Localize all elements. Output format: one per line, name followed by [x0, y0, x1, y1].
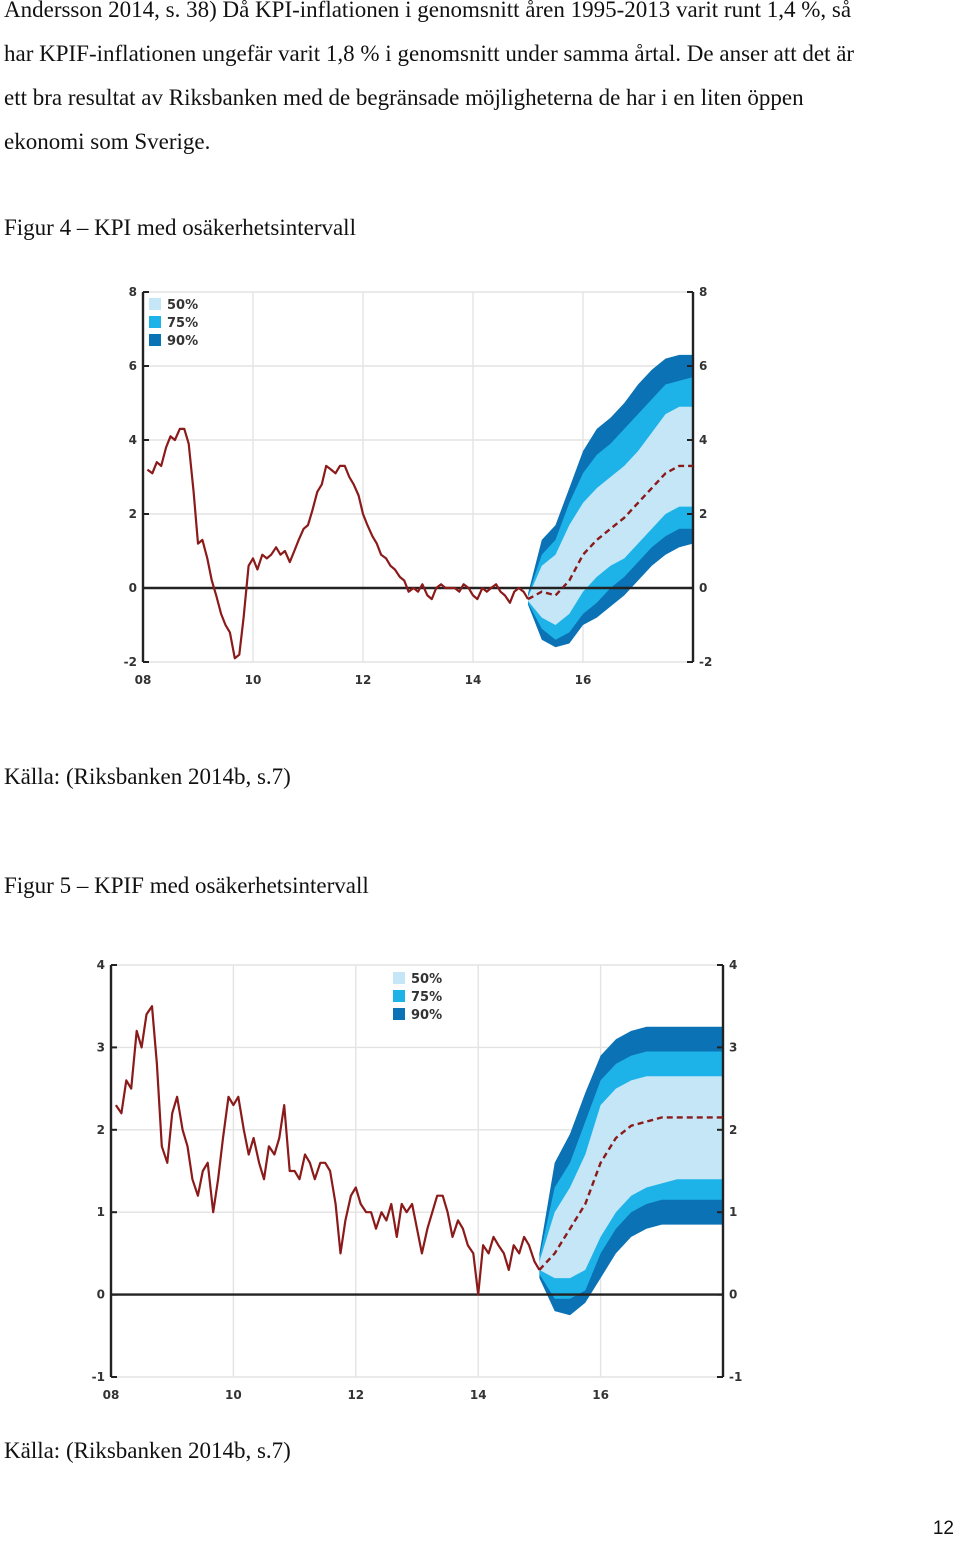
paragraph-line: ett bra resultat av Riksbanken med de be…: [4, 85, 804, 110]
y-tick-label-right: 2: [699, 507, 707, 521]
y-tick-label-left: -1: [92, 1370, 105, 1384]
y-tick-label-left: 0: [129, 581, 137, 595]
legend-label: 50%: [167, 298, 198, 313]
y-tick-label-left: 1: [97, 1205, 105, 1219]
x-tick-label: 08: [135, 673, 152, 687]
x-tick-label: 08: [103, 1388, 120, 1402]
paragraph-line: har KPIF-inflationen ungefär varit 1,8 %…: [4, 41, 855, 66]
legend-label: 90%: [167, 334, 198, 349]
page-number: 12: [932, 1518, 954, 1539]
y-tick-label-right: 6: [699, 359, 707, 373]
body-paragraph: Andersson 2014, s. 38) Då KPI-inflatione…: [4, 0, 954, 164]
y-tick-label-right: 1: [729, 1205, 737, 1219]
y-tick-label-left: 4: [97, 958, 105, 972]
y-tick-label-right: 0: [729, 1288, 737, 1302]
y-tick-label-right: 4: [729, 958, 737, 972]
y-tick-label-left: 4: [129, 433, 137, 447]
x-tick-label: 14: [465, 673, 482, 687]
figure5-source: Källa: (Riksbanken 2014b, s.7): [4, 1438, 291, 1463]
legend-label: 90%: [411, 1008, 442, 1023]
x-tick-label: 16: [592, 1388, 609, 1402]
y-tick-label-left: -2: [124, 655, 137, 669]
legend-swatch: [393, 972, 405, 984]
x-tick-label: 12: [355, 673, 372, 687]
legend-label: 50%: [411, 972, 442, 987]
outcome-line: [114, 1005, 541, 1296]
figure4-caption: Figur 4 – KPI med osäkerhetsintervall: [4, 215, 356, 240]
x-tick-label: 10: [245, 673, 262, 687]
y-tick-label-right: 4: [699, 433, 707, 447]
y-tick-label-left: 0: [97, 1288, 105, 1302]
x-tick-label: 14: [470, 1388, 487, 1402]
figure5-caption: Figur 5 – KPIF med osäkerhetsintervall: [4, 873, 369, 898]
legend-label: 75%: [167, 316, 198, 331]
y-tick-label-right: 3: [729, 1040, 737, 1054]
outcome-line: [146, 427, 529, 660]
y-tick-label-left: 8: [129, 285, 137, 299]
kpi-forecast-chart: -2 -2 0 0 2 2 4 4 6 6 8 8 08 10 12 14 16 50% 75% 90%: [124, 285, 713, 687]
y-tick-label-left: 6: [129, 359, 137, 373]
band-50: [528, 406, 693, 625]
x-tick-label: 16: [575, 673, 592, 687]
forecast-line: [527, 464, 693, 601]
y-tick-label-right: 0: [699, 581, 707, 595]
forecast-line: [538, 1116, 723, 1271]
legend-swatch: [393, 990, 405, 1002]
y-tick-label-left: 2: [97, 1123, 105, 1137]
paragraph-line: ekonomi som Sverige.: [4, 129, 211, 154]
legend-swatch: [149, 316, 161, 328]
y-tick-label-right: -2: [699, 655, 712, 669]
legend-swatch: [393, 1008, 405, 1020]
legend-swatch: [149, 298, 161, 310]
legend-label: 75%: [411, 990, 442, 1005]
y-tick-label-right: 8: [699, 285, 707, 299]
y-tick-label-right: 2: [729, 1123, 737, 1137]
figure4-source: Källa: (Riksbanken 2014b, s.7): [4, 764, 291, 789]
y-tick-label-left: 2: [129, 507, 137, 521]
x-tick-label: 12: [347, 1388, 364, 1402]
x-tick-label: 10: [225, 1388, 242, 1402]
paragraph-line: Andersson 2014, s. 38) Då KPI-inflatione…: [4, 0, 852, 22]
y-tick-label-right: -1: [729, 1370, 742, 1384]
band-50: [539, 1076, 723, 1279]
legend-swatch: [149, 334, 161, 346]
y-tick-label-left: 3: [97, 1040, 105, 1054]
